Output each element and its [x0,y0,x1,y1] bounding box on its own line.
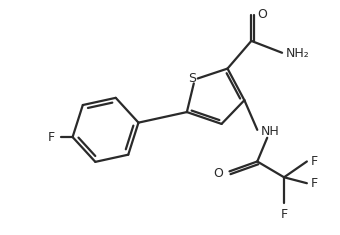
Text: F: F [311,177,318,190]
Text: O: O [257,8,267,21]
Text: S: S [188,72,196,85]
Text: NH₂: NH₂ [286,47,310,60]
Text: F: F [280,208,288,221]
Text: O: O [214,167,224,180]
Text: F: F [311,155,318,168]
Text: NH: NH [260,125,279,138]
Text: F: F [48,131,55,144]
